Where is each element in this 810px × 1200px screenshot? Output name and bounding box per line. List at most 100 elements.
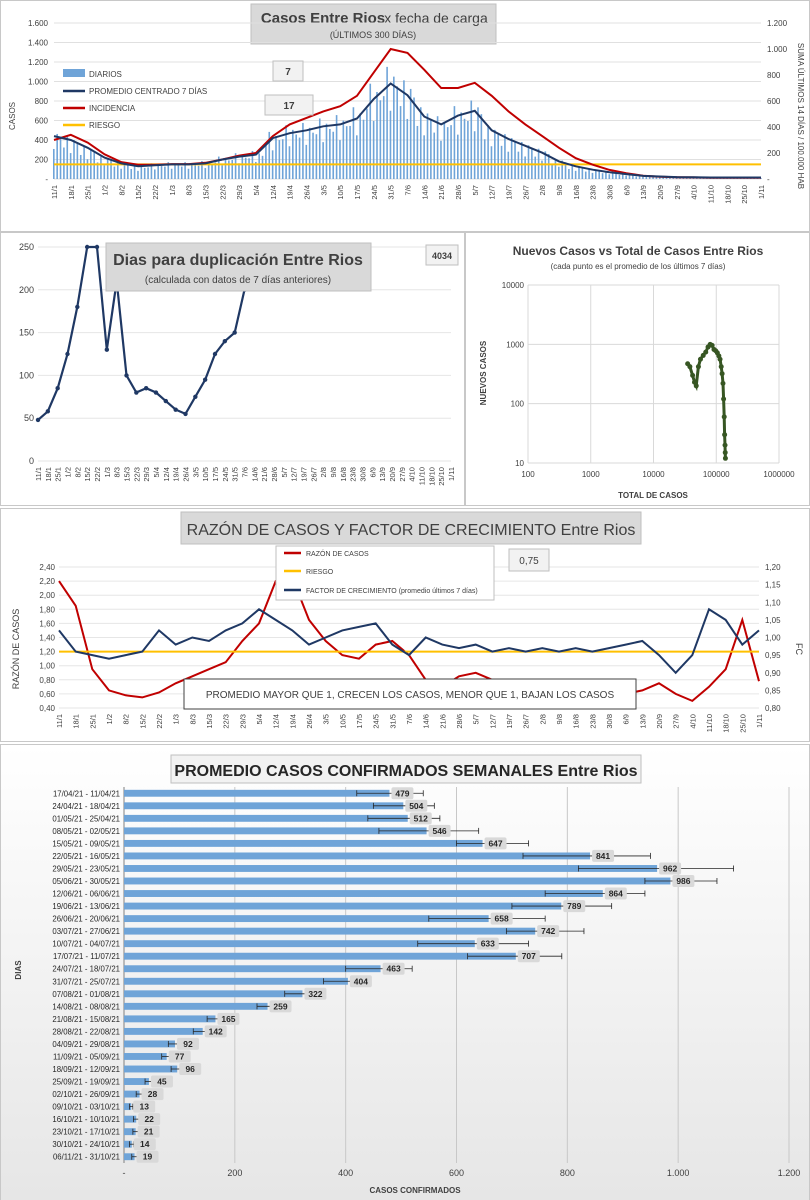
weekly-value-label: 165 — [221, 1014, 235, 1024]
daily-bar — [669, 177, 671, 179]
chart4-xlabel: 1/3 — [172, 714, 181, 724]
chart4-xlabel: 12/4 — [272, 714, 281, 729]
weekly-value-box — [136, 1150, 159, 1163]
daily-bar — [268, 131, 271, 179]
chart4-ytick-right: 1,10 — [765, 598, 781, 607]
chart4-xlabel: 30/8 — [605, 714, 614, 729]
chart4-xlabel: 11/10 — [705, 714, 714, 732]
chart1-xlabel: 1/11 — [757, 185, 766, 199]
weekly-bar — [124, 990, 303, 998]
factor-line — [58, 607, 760, 675]
doubling-point — [222, 338, 228, 344]
chart4-xlabel: 8/3 — [188, 714, 197, 724]
weekly-value-box — [168, 1050, 191, 1063]
weekly-category-label: 31/07/21 - 25/07/21 — [52, 977, 120, 986]
daily-bar — [389, 110, 392, 179]
doubling-point — [65, 351, 70, 357]
chart1-legend: DIARIOS PROMEDIO CENTRADO 7 DÍAS INCIDEN… — [63, 69, 207, 130]
daily-bar — [234, 153, 237, 179]
weekly-bar — [124, 1065, 178, 1073]
daily-bar — [275, 136, 277, 179]
daily-bar — [93, 152, 95, 179]
daily-bar — [123, 163, 126, 179]
daily-bar — [588, 168, 590, 179]
weekly-category-label: 11/09/21 - 05/09/21 — [53, 1052, 120, 1061]
daily-bar — [191, 163, 193, 179]
daily-bar — [628, 173, 631, 179]
daily-bar — [66, 136, 69, 179]
weekly-bar — [124, 1153, 135, 1161]
doubling-point — [143, 386, 149, 391]
legend-riesgo4-label: RIESGO — [306, 569, 334, 576]
daily-bar — [325, 123, 328, 179]
chart1-xlabel: 3/5 — [319, 185, 328, 195]
weekly-bar — [124, 827, 427, 835]
chart2-xlabel: 19/4 — [172, 467, 181, 482]
doubling-point — [163, 398, 169, 404]
weekly-value-label: 841 — [596, 851, 610, 861]
weekly-bar — [124, 1053, 167, 1060]
weekly-category-label: 03/07/21 - 27/06/21 — [52, 927, 120, 936]
weekly-category-label: 05/06/21 - 30/05/21 — [52, 877, 120, 886]
chart1-ytick: 400 — [35, 136, 49, 145]
daily-bar — [244, 157, 247, 179]
chart5-xtick: 1.000 — [667, 1168, 690, 1178]
chart4-annotation: PROMEDIO MAYOR QUE 1, CRECEN LOS CASOS, … — [206, 690, 615, 701]
chart1-xlabel: 12/4 — [269, 185, 278, 200]
weekly-value-box — [490, 912, 513, 925]
new-vs-total-point — [687, 364, 693, 370]
chart1-box-7-label: 7 — [285, 67, 291, 78]
chart2-ytick: 0 — [29, 456, 34, 466]
daily-bar — [453, 106, 456, 179]
daily-bar — [568, 169, 570, 179]
chart1-ytick: 1.200 — [28, 58, 49, 67]
weekly-value-box — [217, 1012, 240, 1025]
daily-bar — [440, 140, 442, 179]
doubling-point — [94, 244, 100, 250]
chart5-ylabel: DIAS — [14, 960, 23, 980]
chart4-ytick-right: 1,20 — [765, 563, 781, 572]
doubling-point — [183, 411, 188, 417]
daily-bar — [483, 139, 486, 179]
chart4-xlabel: 25/10 — [738, 714, 747, 733]
chart1-xlabel: 8/2 — [117, 185, 126, 195]
weekly-value-label: 13 — [139, 1102, 149, 1112]
chart1-xlabel: 9/8 — [555, 185, 564, 195]
chart1-ytick: 1.000 — [28, 78, 49, 87]
weekly-avg-svg: PROMEDIO CASOS CONFIRMADOS SEMANALES Ent… — [14, 754, 800, 1195]
chart4-xlabel: 31/5 — [388, 714, 397, 729]
chart4-title-box — [180, 511, 642, 545]
daily-bar — [419, 107, 422, 179]
chart4-xlabel: 7/6 — [405, 714, 414, 724]
chart2-xlabel: 10/5 — [201, 467, 210, 482]
daily-bar — [514, 141, 516, 179]
daily-bar — [329, 128, 331, 179]
daily-bar — [426, 113, 429, 179]
weekly-value-box — [592, 849, 615, 862]
daily-bar — [520, 141, 523, 179]
chart1-xlabel: 15/2 — [134, 185, 143, 200]
chart3-xtick: 10000 — [642, 470, 665, 479]
daily-bar — [608, 174, 611, 179]
weekly-category-label: 01/05/21 - 25/04/21 — [52, 814, 120, 823]
chart1-xlabel: 17/5 — [353, 185, 362, 200]
chart2-xlabel: 22/2 — [93, 467, 102, 482]
chart4-xlabel: 13/9 — [638, 714, 647, 729]
chart2-box — [425, 244, 459, 266]
weekly-value-label: 707 — [522, 951, 536, 961]
weekly-category-label: 12/06/21 - 06/06/21 — [52, 890, 120, 899]
weekly-category-label: 16/10/21 - 10/10/21 — [52, 1115, 120, 1124]
weekly-bar — [124, 865, 658, 872]
daily-bar — [564, 162, 567, 179]
weekly-category-label: 28/08/21 - 22/08/21 — [52, 1027, 120, 1036]
new-vs-total-point — [719, 371, 725, 377]
daily-bar — [558, 166, 560, 179]
chart4-xlabel: 25/1 — [88, 714, 97, 729]
chart4-xlabel: 28/6 — [455, 714, 464, 729]
daily-bar — [292, 129, 294, 179]
weekly-value-box — [659, 862, 682, 875]
chart4-xlabel: 27/9 — [672, 714, 681, 729]
weekly-category-label: 25/09/21 - 19/09/21 — [52, 1078, 120, 1087]
daily-bar — [446, 127, 449, 179]
